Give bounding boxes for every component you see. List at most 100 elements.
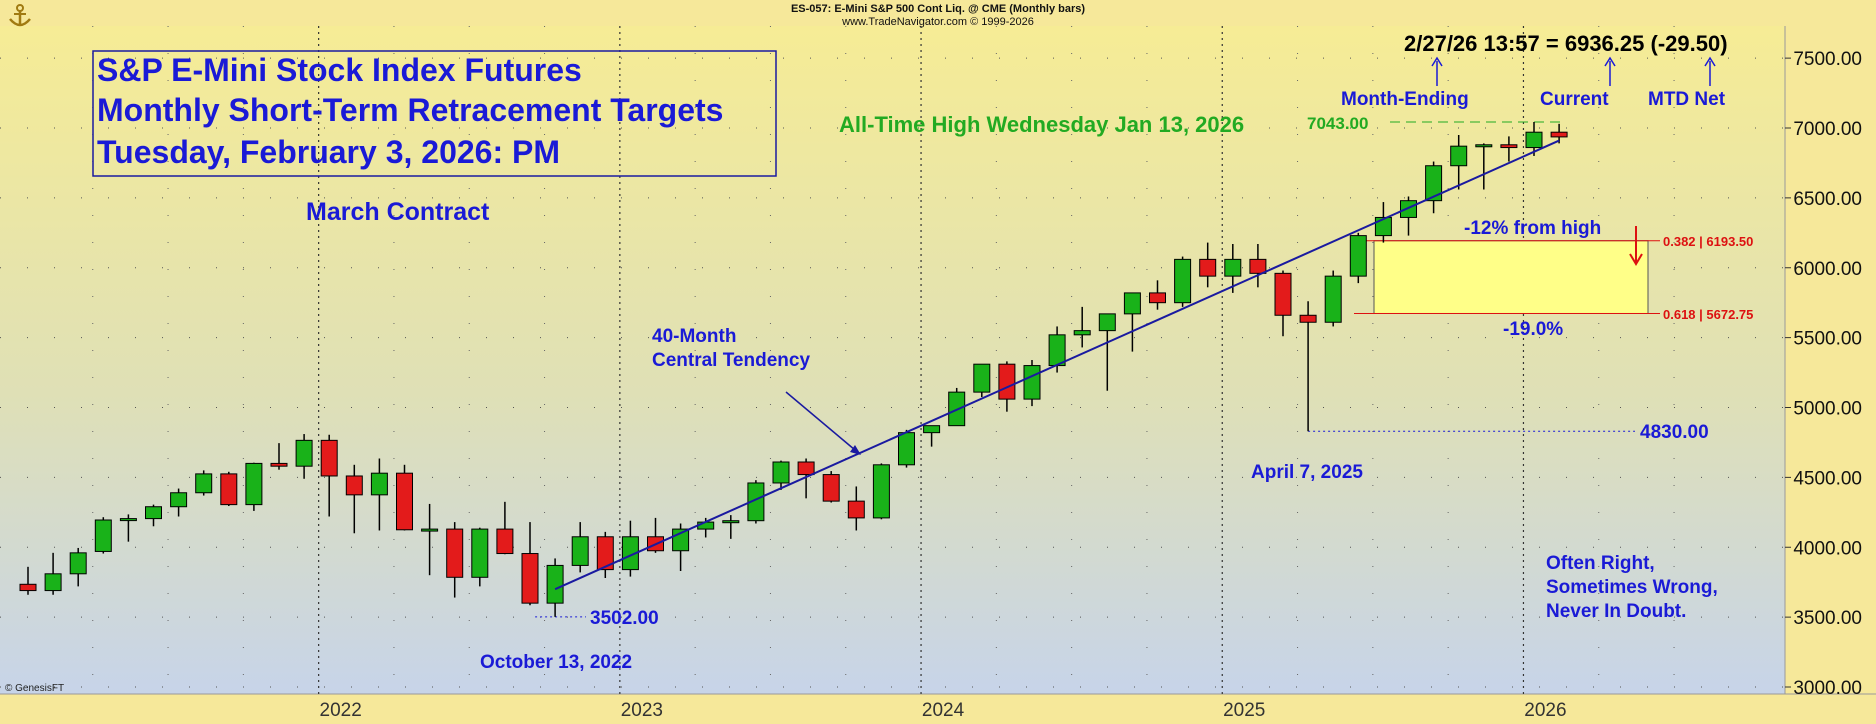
title-line-2: Monthly Short-Term Retracement Targets [97, 92, 723, 128]
candle-body [295, 439, 313, 467]
y-tick-label: 6500.00 [1793, 189, 1862, 210]
candle-body [772, 461, 790, 484]
fib-0618-label: 0.618 | 5672.75 [1663, 307, 1753, 322]
candle-body [898, 432, 915, 466]
candle-body [596, 536, 614, 571]
candle-body [546, 564, 564, 604]
copyright-label: © GenesisFT [5, 683, 64, 694]
time-axis [0, 694, 1876, 724]
y-tick-label: 4500.00 [1793, 468, 1862, 489]
x-tick-label: 2022 [320, 700, 362, 721]
month-ending-arrow-icon [1431, 56, 1443, 86]
y-tick-label: 7500.00 [1793, 49, 1862, 70]
y-tick-label: 6000.00 [1793, 259, 1862, 280]
anchor-logo-icon [9, 4, 31, 27]
candle-body [446, 528, 464, 578]
candle-body [370, 472, 388, 496]
candle-body [1274, 272, 1292, 316]
motto-line-1: Often Right, [1546, 553, 1655, 574]
motto-line-3: Never In Doubt. [1546, 601, 1686, 622]
plot-background [0, 26, 1785, 694]
fib-0382-label: 0.382 | 6193.50 [1663, 234, 1753, 249]
month-ending-label: Month-Ending [1341, 89, 1469, 110]
candle-body [1073, 330, 1091, 336]
candle-body [1475, 144, 1493, 148]
x-tick-label: 2023 [621, 700, 663, 721]
candle-body [973, 363, 991, 393]
candle-body [923, 425, 941, 434]
x-tick-label: 2026 [1524, 700, 1566, 721]
candle-body [145, 506, 162, 520]
candle-body [345, 475, 363, 496]
chart-header-title: ES-057: E-Mini S&P 500 Cont Liq. @ CME (… [791, 3, 1085, 15]
chart-header-source: www.TradeNavigator.com © 1999-2026 [841, 16, 1034, 28]
tendency-pointer-arrowhead-icon [850, 445, 861, 455]
candle-body [847, 500, 865, 519]
low-2025-value: 4830.00 [1640, 422, 1709, 443]
contract-label: March Contract [306, 198, 490, 226]
candle-body [1199, 258, 1217, 277]
candle-body [1450, 145, 1468, 167]
candle-body [119, 518, 137, 522]
candle-body [1374, 216, 1392, 237]
candle-body [1123, 292, 1141, 315]
candle-body [998, 363, 1016, 400]
candle-body [1500, 144, 1518, 149]
candle-body [471, 528, 489, 578]
candle-body [521, 553, 539, 604]
all-time-high-value: 7043.00 [1307, 114, 1368, 133]
low-2025-date: April 7, 2025 [1251, 462, 1363, 483]
candle-body [220, 473, 238, 506]
y-tick-label: 3000.00 [1793, 678, 1862, 699]
candle-body [396, 472, 413, 531]
candle-body [94, 519, 112, 552]
pct-from-high-label: -12% from high [1464, 218, 1601, 239]
candle-body [320, 439, 338, 477]
candle-body [1224, 258, 1242, 277]
candle-body [1174, 258, 1192, 304]
down-arrow-icon [1629, 226, 1643, 266]
candle-body [496, 528, 514, 555]
candle-body [722, 520, 740, 524]
x-tick-label: 2024 [922, 700, 965, 721]
candle-body [270, 462, 288, 467]
candle-body [621, 536, 639, 571]
title-line-3: Tuesday, February 3, 2026: PM [97, 134, 560, 170]
current-label: Current [1540, 89, 1609, 110]
mtd-net-label: MTD Net [1648, 89, 1726, 110]
retracement-zone [1373, 240, 1649, 314]
low-2022-value: 3502.00 [590, 608, 659, 629]
mtd-net-arrow-icon [1704, 56, 1716, 86]
current-quote: 2/27/26 13:57 = 6936.25 (-29.50) [1404, 31, 1728, 56]
candle-body [797, 461, 815, 476]
price-axis-ticks: 3000.00 3500.00 4000.00 4500.00 5000.00 5500.… [1785, 49, 1862, 699]
y-tick-label: 3500.00 [1793, 608, 1862, 629]
time-axis-ticks: 2022 2023 2024 2025 2026 [320, 700, 1567, 721]
y-tick-label: 5500.00 [1793, 329, 1862, 350]
title-line-1: S&P E-Mini Stock Index Futures [97, 52, 582, 88]
candle-body [1400, 200, 1417, 218]
candle-body [44, 573, 62, 592]
y-tick-label: 7000.00 [1793, 119, 1862, 140]
candle-body [245, 462, 263, 506]
current-arrow-icon [1604, 56, 1616, 86]
candle-body [1149, 292, 1166, 304]
candle-body [421, 528, 439, 532]
candle-body [1550, 131, 1568, 138]
candle-body [571, 536, 589, 566]
candle-body [872, 464, 890, 519]
candle-body [1048, 334, 1066, 367]
pct-low-label: -19.0% [1503, 319, 1563, 340]
candle-body [1249, 258, 1267, 274]
candles [19, 121, 1568, 617]
motto-line-2: Sometimes Wrong, [1546, 577, 1718, 598]
candle-body [1349, 235, 1367, 277]
candle-body [69, 552, 87, 575]
y-tick-label: 5000.00 [1793, 399, 1862, 420]
y-tick-label: 4000.00 [1793, 538, 1862, 559]
price-axis [1785, 26, 1876, 694]
candle-body [170, 492, 188, 508]
central-tendency-line [554, 139, 1560, 591]
candle-body [1299, 314, 1317, 323]
